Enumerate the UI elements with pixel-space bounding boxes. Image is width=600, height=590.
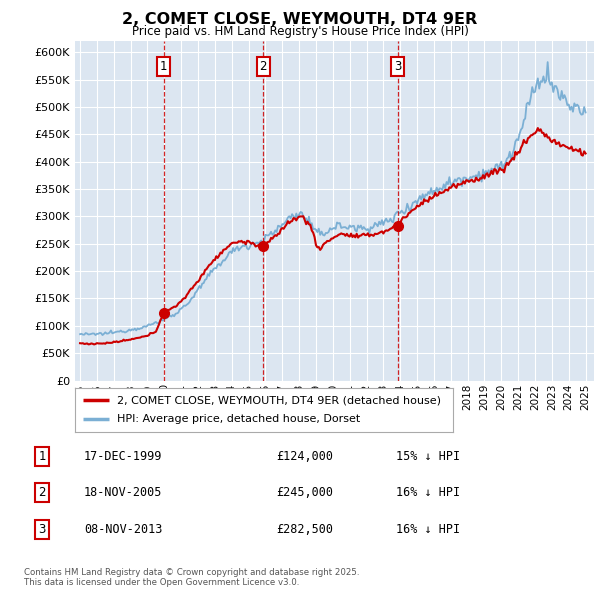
Text: 2: 2 <box>260 60 267 73</box>
Text: £245,000: £245,000 <box>276 486 333 499</box>
Text: 2, COMET CLOSE, WEYMOUTH, DT4 9ER (detached house): 2, COMET CLOSE, WEYMOUTH, DT4 9ER (detac… <box>116 395 440 405</box>
Text: £124,000: £124,000 <box>276 450 333 463</box>
Text: HPI: Average price, detached house, Dorset: HPI: Average price, detached house, Dors… <box>116 415 360 424</box>
Text: 1: 1 <box>38 450 46 463</box>
Text: 2: 2 <box>38 486 46 499</box>
Text: 18-NOV-2005: 18-NOV-2005 <box>84 486 163 499</box>
Text: Contains HM Land Registry data © Crown copyright and database right 2025.
This d: Contains HM Land Registry data © Crown c… <box>24 568 359 587</box>
Text: 1: 1 <box>160 60 167 73</box>
Text: 16% ↓ HPI: 16% ↓ HPI <box>396 486 460 499</box>
Text: 17-DEC-1999: 17-DEC-1999 <box>84 450 163 463</box>
Text: 16% ↓ HPI: 16% ↓ HPI <box>396 523 460 536</box>
Text: 08-NOV-2013: 08-NOV-2013 <box>84 523 163 536</box>
Text: 3: 3 <box>394 60 401 73</box>
Text: 3: 3 <box>38 523 46 536</box>
Text: 15% ↓ HPI: 15% ↓ HPI <box>396 450 460 463</box>
Text: £282,500: £282,500 <box>276 523 333 536</box>
Text: Price paid vs. HM Land Registry's House Price Index (HPI): Price paid vs. HM Land Registry's House … <box>131 25 469 38</box>
Text: 2, COMET CLOSE, WEYMOUTH, DT4 9ER: 2, COMET CLOSE, WEYMOUTH, DT4 9ER <box>122 12 478 27</box>
